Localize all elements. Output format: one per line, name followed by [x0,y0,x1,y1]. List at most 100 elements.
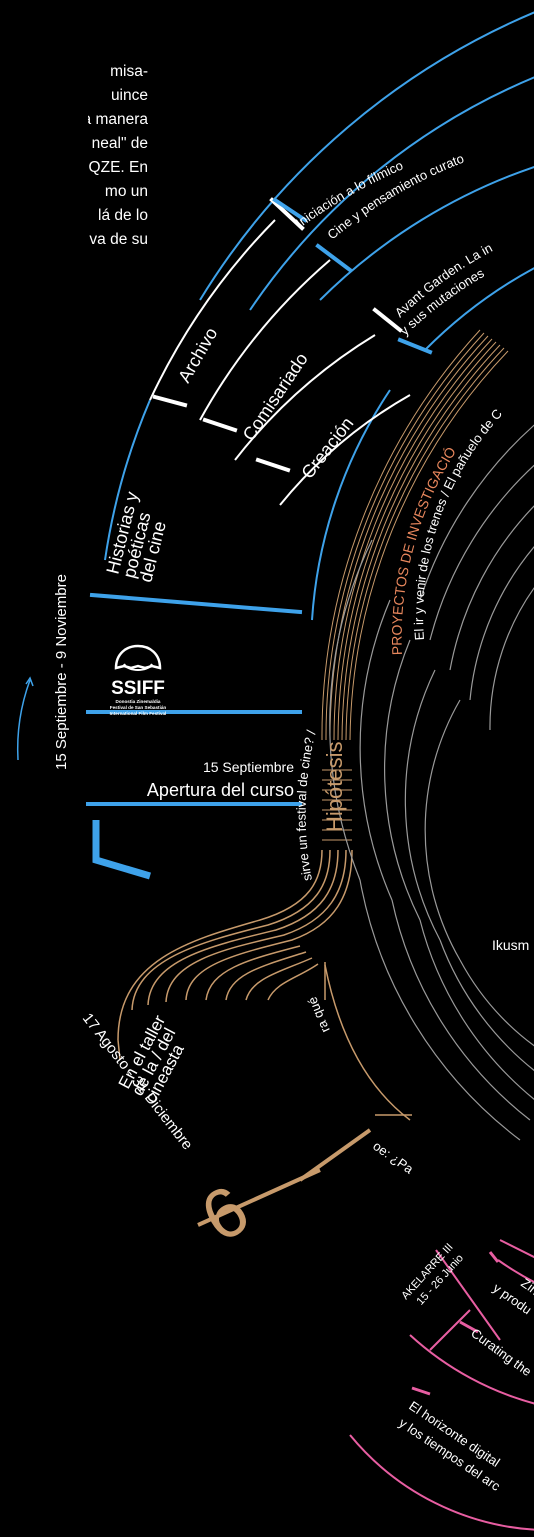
arc-line [424,267,534,351]
akelarre-title: AKELARRE III 15 - 26 Junio [399,1241,466,1307]
intro-line: EQZE. En [88,159,148,176]
ssiff-logo: SSIFF Donostia Zinemaldia Festival de Sa… [110,644,167,716]
ring-line [439,939,534,1071]
gold-date-range: 17 Agosto - 31 Diciembre [79,1010,196,1153]
divider-line [315,243,353,273]
research-line: ra qué [305,995,333,1035]
ring-line [429,464,534,641]
intro-line: misa- [110,63,148,80]
curve-line [165,849,347,1003]
research-line: El ir y venir de los trenes / El pañuelo… [411,406,505,641]
curve-line [245,957,313,1001]
ring-line [489,587,534,731]
curve-line [147,849,339,1006]
pink-divider [411,1386,431,1396]
hatch-line [341,344,501,741]
arc-line [319,166,534,301]
curve-line [205,945,301,1001]
ring-line [404,669,441,941]
opening-date: 15 Septiembre [203,759,294,775]
arc-line [279,394,411,506]
curve-line [324,964,411,1121]
sub-section-comisariado: Comisariado [239,349,312,444]
hatch-line [345,347,505,741]
research-line: sirve un festival de cine? / [294,728,319,882]
ring-line [419,424,534,601]
hatch-line [333,338,493,741]
curve-line [225,951,307,1001]
hatch-line [329,335,489,741]
arc-line [435,1249,501,1341]
curve-line [117,849,323,1041]
ring-line [391,899,531,1121]
arc-line [349,1434,534,1531]
white-arcs [149,219,411,506]
ring-line [384,639,421,921]
ring-line [449,505,534,671]
logo-subtitle-line: Festival de San Sebastián [110,705,167,710]
arc-line [199,11,534,301]
timeline-arrow [16,679,31,761]
ring-line [359,599,393,901]
arc-line [249,76,534,311]
logo-subtitle-line: International Film Festival [110,711,167,716]
divider-line [272,197,308,223]
sub-section-creacion: Creación [297,413,357,482]
pink-divider [488,1251,500,1263]
pink-divider [459,1320,479,1334]
divider-line [152,394,188,408]
pink-topic: Curating the [468,1325,534,1379]
ring-line [424,699,461,961]
logo-shell-arc [123,663,153,671]
arc-line [104,399,151,561]
divider-line [89,592,303,615]
divider-line [202,417,238,433]
curve-line [267,963,319,1001]
gold-frame-line [117,1039,121,1061]
section-title-historias: Historias y poéticas del cine [102,490,169,585]
logo-name: SSIFF [111,678,165,699]
intro-line: lá de lo [98,207,148,224]
research-line-end: oe: ¿Pa [370,1138,417,1177]
logo-shell-icon [114,644,162,670]
gold-number-6: 6 [189,1170,262,1257]
intro-line: a manera [88,111,148,128]
intro-line: uince [110,87,148,104]
ring-line [419,919,534,1100]
curve-line [131,849,331,1011]
arc-line [429,1309,471,1351]
intro-line: va de su [89,231,148,248]
arc-line [409,1334,534,1405]
arc-line [149,219,276,401]
gold-divider [298,1128,372,1182]
divider-line [372,307,403,333]
ring-line [469,546,534,701]
blue-date-range: 15 Septiembre - 9 Noviembre [53,574,70,770]
ring-line [459,959,534,1047]
arc-line [311,389,391,621]
blue-outer-arcs [104,11,534,621]
curve-line [185,849,353,1001]
arc-line [199,259,331,421]
ring-line [359,879,521,1141]
section-dividers [86,197,433,806]
hatch-line [349,350,509,741]
logo-subtitle-line: Donostia Zinemaldia [116,699,161,704]
grey-rings [329,424,534,1141]
arc-line [499,1239,534,1259]
ring-line [329,539,373,881]
blue-number-1 [92,820,151,880]
divider-line [397,337,433,355]
pink-arcs [349,1239,534,1531]
hatch-line [321,329,481,741]
arc-line [234,334,376,461]
intro-paragraph: misa- uince a manera neal" de EQZE. En m… [88,60,148,252]
timeline-arrow-head [25,676,34,687]
hatch-line [325,332,485,741]
hypothesis-label: Hipótesis [322,742,347,832]
intro-line: mo un [104,183,148,200]
intro-line: neal" de [91,135,148,152]
divider-line [255,457,291,473]
hatch-line [337,341,497,741]
